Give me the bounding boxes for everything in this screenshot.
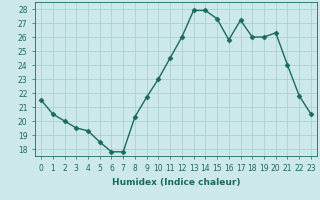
X-axis label: Humidex (Indice chaleur): Humidex (Indice chaleur) (112, 178, 240, 187)
